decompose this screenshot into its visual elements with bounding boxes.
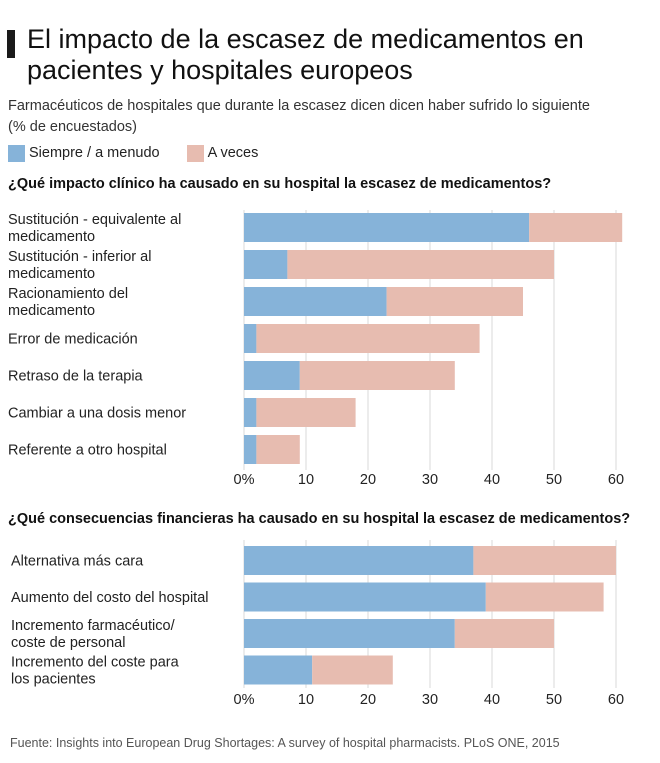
chart-1-category-label: Sustitución - inferior al — [8, 249, 151, 265]
chart-1-x-tick-label: 40 — [484, 472, 500, 488]
chart-2-category-label: Alternativa más cara — [11, 554, 144, 570]
chart-1-title: ¿Qué impacto clínico ha causado en su ho… — [8, 176, 552, 192]
chart-1-bar-sometimes — [299, 361, 455, 390]
chart-2-x-tick-label: 10 — [298, 692, 314, 708]
chart-1-bar-sometimes — [386, 287, 523, 316]
legend-item-sometimes: A veces — [186, 144, 259, 162]
chart-1-category-label: Referente a otro hospital — [8, 443, 167, 459]
legend-label-frequent: Siempre / a menudo — [29, 145, 160, 161]
chart-1-category-label: Cambiar a una dosis menor — [8, 406, 186, 422]
chart-1-category-label: medicamento — [8, 229, 95, 245]
chart-1-bar-frequent — [244, 213, 530, 242]
title-accent-bar — [7, 30, 15, 58]
chart-1-category-label: medicamento — [8, 303, 95, 319]
chart-1-x-tick-label: 0% — [234, 472, 255, 488]
chart-1-bar-sometimes — [529, 213, 623, 242]
chart-1-category-label: Error de medicación — [8, 332, 138, 348]
legend-swatch-frequent — [8, 144, 25, 162]
chart-2-category-label: coste de personal — [11, 635, 125, 651]
chart-1-x-tick-label: 30 — [422, 472, 438, 488]
chart-1-bar-frequent — [244, 287, 387, 316]
chart-1-bar-frequent — [244, 435, 257, 464]
page-title: El impacto de la escasez de medicamentos… — [27, 24, 584, 85]
chart-1-category-label: Racionamiento del — [8, 286, 128, 302]
chart-2-x-tick-label: 20 — [360, 692, 376, 708]
chart-2-x-tick-label: 60 — [608, 692, 624, 708]
chart-1-bar-frequent — [244, 250, 288, 279]
chart-subtitle: Farmacéuticos de hospitales que durante … — [8, 96, 648, 138]
chart-2-bar-sometimes — [473, 546, 616, 575]
chart-1-bar-sometimes — [256, 398, 356, 427]
chart-2-category-label: Incremento del coste para — [11, 655, 180, 671]
chart-2-bar-sometimes — [454, 619, 554, 648]
source-note: Fuente: Insights into European Drug Shor… — [10, 736, 560, 750]
chart-2-category-label: Aumento del costo del hospital — [11, 590, 209, 606]
chart-2-bar-frequent — [244, 619, 455, 648]
chart-1-x-tick-label: 10 — [298, 472, 314, 488]
chart-1-category-label: Sustitución - equivalente al — [8, 212, 181, 228]
chart-2-bar-sometimes — [485, 582, 604, 612]
chart-1-bar-frequent — [244, 398, 257, 427]
chart-1-category-label: Retraso de la terapia — [8, 369, 144, 385]
subtitle-line-2: (% de encuestados) — [8, 119, 137, 135]
subtitle-line-1: Farmacéuticos de hospitales que durante … — [8, 98, 590, 114]
chart-1-bar-frequent — [244, 361, 300, 390]
chart-2-bar-frequent — [244, 582, 486, 612]
chart-1-bar-sometimes — [256, 435, 300, 464]
chart-2-title: ¿Qué consecuencias financieras ha causad… — [8, 511, 631, 527]
legend-item-frequent: Siempre / a menudo — [8, 144, 160, 162]
chart-1-category-label: medicamento — [8, 266, 95, 282]
chart-2-bar-frequent — [244, 655, 313, 685]
legend-label-sometimes: A veces — [207, 145, 259, 161]
chart-1-bar-sometimes — [287, 250, 554, 279]
chart-2-bar-sometimes — [312, 655, 393, 685]
chart-2-category-label: los pacientes — [11, 672, 96, 688]
legend-swatch-sometimes — [186, 144, 204, 162]
chart-2-x-tick-label: 0% — [234, 692, 255, 708]
legend: Siempre / a menudo A veces — [8, 144, 285, 162]
chart-1-x-tick-label: 50 — [546, 472, 562, 488]
chart-2-x-tick-label: 50 — [546, 692, 562, 708]
chart-1-bar-frequent — [244, 324, 257, 353]
chart-2-bar-frequent — [244, 546, 474, 575]
chart-1-bar-sometimes — [256, 324, 480, 353]
chart-1-x-tick-label: 60 — [608, 472, 624, 488]
chart-2-x-tick-label: 30 — [422, 692, 438, 708]
chart-1-x-tick-label: 20 — [360, 472, 376, 488]
chart-2-category-label: Incremento farmacéutico/ — [11, 618, 176, 634]
chart-2-x-tick-label: 40 — [484, 692, 500, 708]
